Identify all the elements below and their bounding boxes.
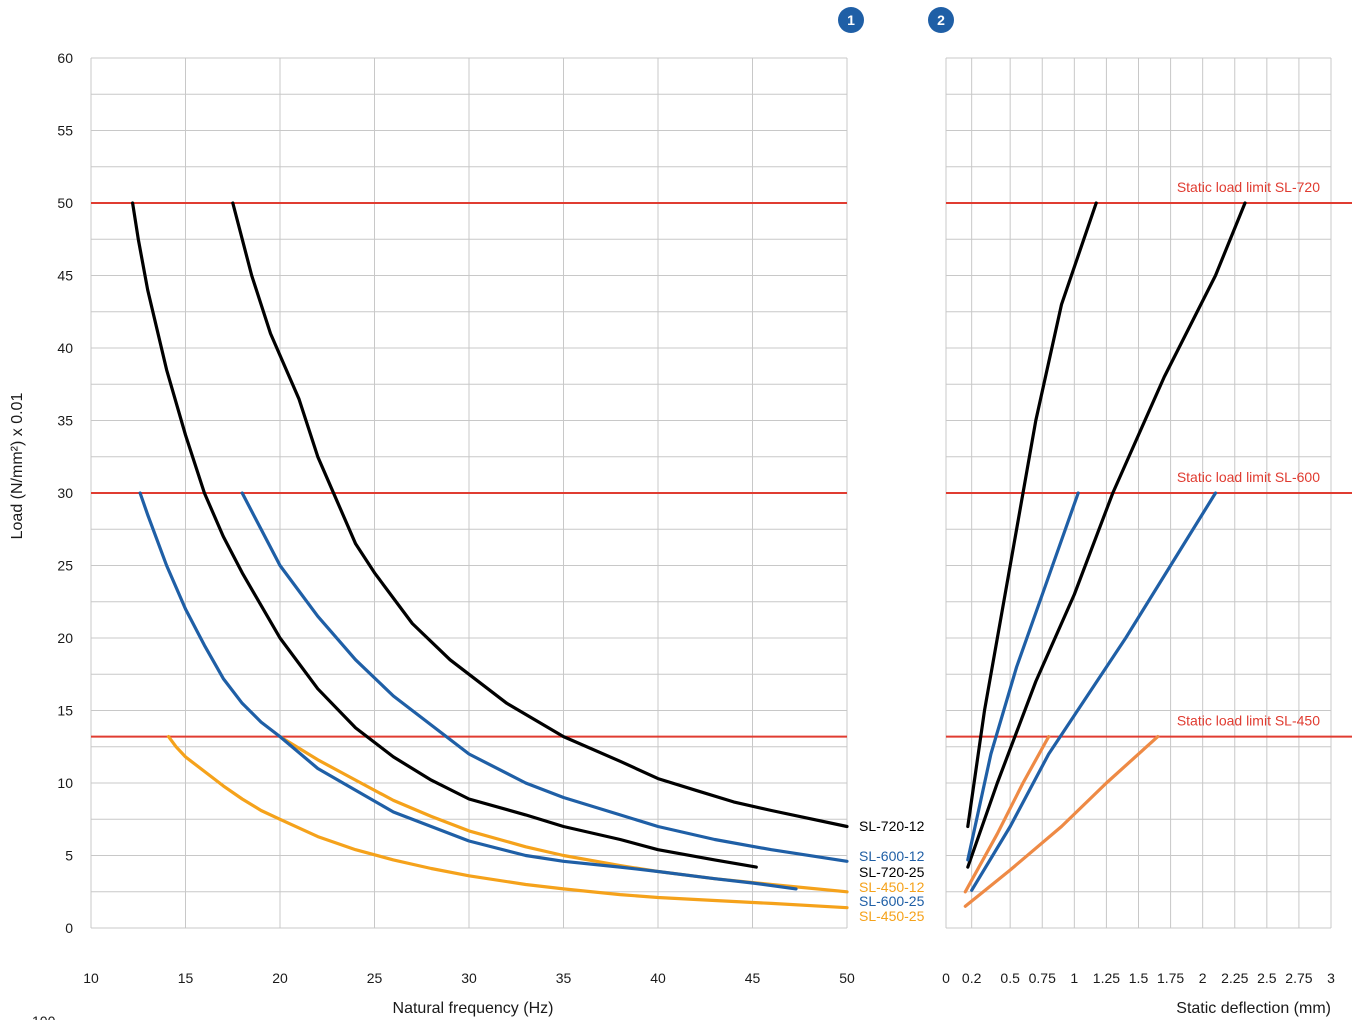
y-tick-label: 50 [57,195,73,211]
y-tick-label: 35 [57,413,73,429]
badge-2: 2 [928,7,954,33]
y-tick-label: 0 [65,920,73,936]
series-curve-sl-720-25 [131,201,758,869]
frequency-chart-panel: 10 15 20 25 30 35 40 45 50 0 5 10 15 20 25 30 35 40 45 50 5… [9,7,925,1017]
static-load-limit-label: Static load limit SL-720 [1177,179,1320,195]
x-tick-label: 0 [942,970,950,986]
x-tick-label: 45 [745,970,761,986]
frequency-chart-series [131,201,849,910]
load-y-tick-labels: 0 5 10 15 20 25 30 35 40 45 50 55 60 [57,50,73,936]
y-tick-label: 60 [57,50,73,66]
y-tick-label: 55 [57,123,73,139]
deflection-curve-2 [966,201,1247,869]
series-curve-sl-450-25 [166,735,849,910]
x-tick-label: 0.2 [962,970,982,986]
y-tick-label: 25 [57,558,73,574]
x-tick-label: 3 [1327,970,1335,986]
x-tick-label: 40 [650,970,666,986]
deflection-x-tick-labels: 0 0.2 0.5 0.75 1 1.25 1.5 1.75 2 2.25 2.5 2.75 3 [942,970,1335,986]
badge-1-number: 1 [847,12,855,28]
x-tick-label: 2.25 [1221,970,1248,986]
x-axis-title-frequency: Natural frequency (Hz) [393,1000,554,1017]
x-tick-label: 50 [839,970,855,986]
deflection-curve-6 [963,735,1160,908]
x-tick-label: 15 [178,970,194,986]
x-tick-label: 30 [461,970,477,986]
frequency-x-tick-labels: 10 15 20 25 30 35 40 45 50 [83,970,855,986]
deflection-chart-panel: 0 0.2 0.5 0.75 1 1.25 1.5 1.75 2 2.25 2.5 2.75 3 Sta… [928,7,1352,1017]
x-tick-label: 2 [1199,970,1207,986]
curve-label: SL-720-25 [859,864,925,880]
bottom-left-caption: 100 [32,1013,56,1020]
series-curve-sl-720-12 [231,201,849,829]
x-tick-label: 35 [556,970,572,986]
x-tick-label: 2.5 [1257,970,1277,986]
badge-2-circle [928,7,954,33]
x-tick-label: 0.75 [1029,970,1056,986]
x-tick-label: 1.5 [1129,970,1149,986]
y-tick-label: 40 [57,340,73,356]
badge-1: 1 [838,7,864,33]
x-tick-label: 1.75 [1157,970,1184,986]
curve-label: SL-720-12 [859,818,925,834]
badge-2-number: 2 [937,12,945,28]
x-tick-label: 25 [367,970,383,986]
x-axis-title-deflection: Static deflection (mm) [1176,1000,1331,1017]
y-tick-label: 10 [57,775,73,791]
y-tick-label: 20 [57,630,73,646]
series-curve-sl-600-12 [240,491,849,863]
static-load-limit-label: Static load limit SL-450 [1177,713,1320,729]
curve-label: SL-450-25 [859,908,925,924]
deflection-curve-3 [966,491,1080,862]
curve-label: SL-600-25 [859,893,925,909]
frequency-chart-limit-lines [91,202,847,738]
deflection-curve-4 [970,491,1218,892]
deflection-chart-series [963,201,1247,908]
x-tick-label: 0.5 [1000,970,1020,986]
x-tick-label: 1 [1070,970,1078,986]
x-tick-label: 1.25 [1093,970,1120,986]
curve-label: SL-450-12 [859,879,925,895]
y-tick-label: 30 [57,485,73,501]
x-tick-label: 20 [272,970,288,986]
y-tick-label: 45 [57,268,73,284]
x-tick-label: 10 [83,970,99,986]
curve-labels: SL-720-12 SL-600-12SL-720-25SL-450-12SL-6… [859,818,925,924]
y-tick-label: 5 [65,848,73,864]
static-load-limit-labels: Static load limit SL-720 Static load limi… [1177,179,1320,729]
x-tick-label: 2.75 [1285,970,1312,986]
series-curve-sl-600-25 [138,491,798,891]
deflection-curve-5 [963,735,1051,894]
deflection-curve-1 [966,201,1098,829]
y-axis-title-load: Load (N/mm²) x 0.01 [9,393,26,540]
y-tick-label: 15 [57,703,73,719]
curve-label: SL-600-12 [859,848,925,864]
badge-1-circle [838,7,864,33]
static-load-limit-label: Static load limit SL-600 [1177,469,1320,485]
